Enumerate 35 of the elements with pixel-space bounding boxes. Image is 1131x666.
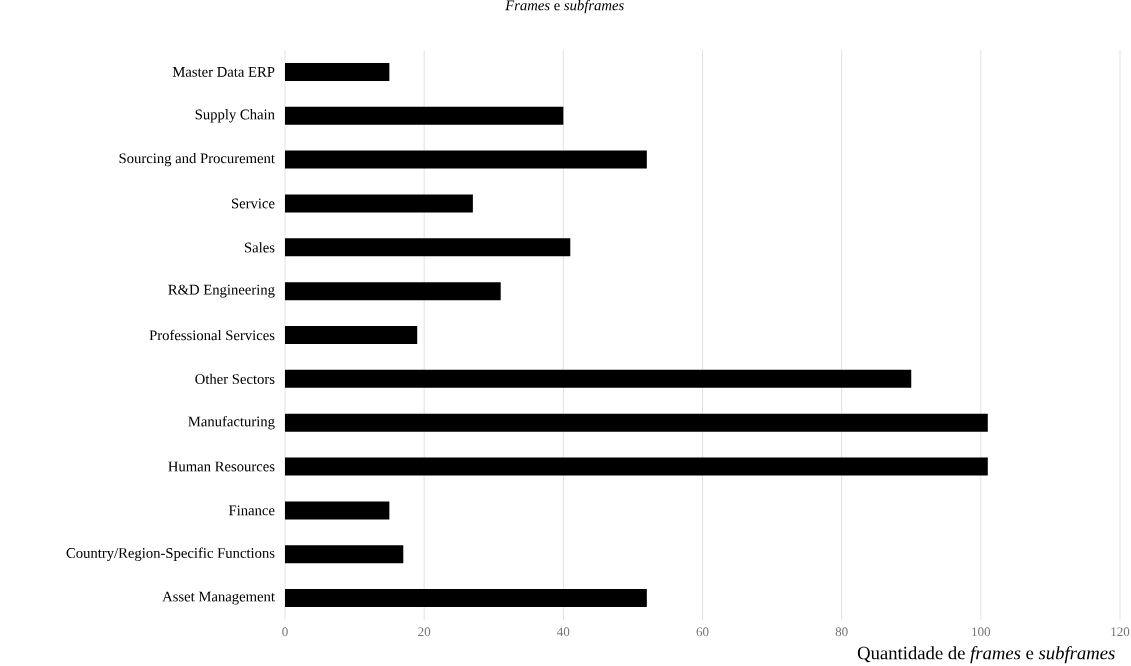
y-tick-label: R&D Engineering <box>168 284 275 298</box>
x-tick-label: 120 <box>1111 627 1130 637</box>
y-tick-label: Other Sectors <box>195 373 275 384</box>
x-tick-label: 100 <box>972 627 991 637</box>
y-tick-label: Asset Management <box>162 591 275 605</box>
y-tick-label: Supply Chain <box>195 109 275 123</box>
bar <box>285 413 988 432</box>
bar <box>285 106 564 125</box>
bar <box>285 282 501 301</box>
y-tick-label: Manufacturing <box>188 415 275 430</box>
bar <box>285 501 390 520</box>
x-tick-label: 60 <box>696 627 709 637</box>
bar <box>285 194 473 213</box>
y-tick-label: Sourcing and Procurement <box>119 152 275 167</box>
x-tick-label: 20 <box>418 627 431 637</box>
y-tick-label: Country/Region-Specific Functions <box>66 547 275 561</box>
bar <box>285 589 647 608</box>
bar <box>285 238 571 257</box>
y-tick-label: Service <box>231 198 275 209</box>
x-axis-title: Quantidade de frames e subframes <box>857 646 1115 664</box>
bar <box>285 369 912 388</box>
bar <box>285 325 418 344</box>
y-tick-label: Sales <box>244 242 275 253</box>
y-tick-label: Human Resources <box>168 461 275 472</box>
bar <box>285 150 647 169</box>
y-tick-label: Master Data ERP <box>172 67 275 77</box>
bar <box>285 545 404 564</box>
chart-title: Frames e subframes <box>505 0 624 14</box>
y-tick-label: Professional Services <box>149 329 275 341</box>
bar <box>285 457 988 476</box>
x-tick-label: 80 <box>835 627 848 637</box>
x-tick-label: 0 <box>282 627 288 637</box>
bar <box>285 62 390 81</box>
y-tick-label: Finance <box>228 505 275 516</box>
x-tick-label: 40 <box>557 627 570 637</box>
